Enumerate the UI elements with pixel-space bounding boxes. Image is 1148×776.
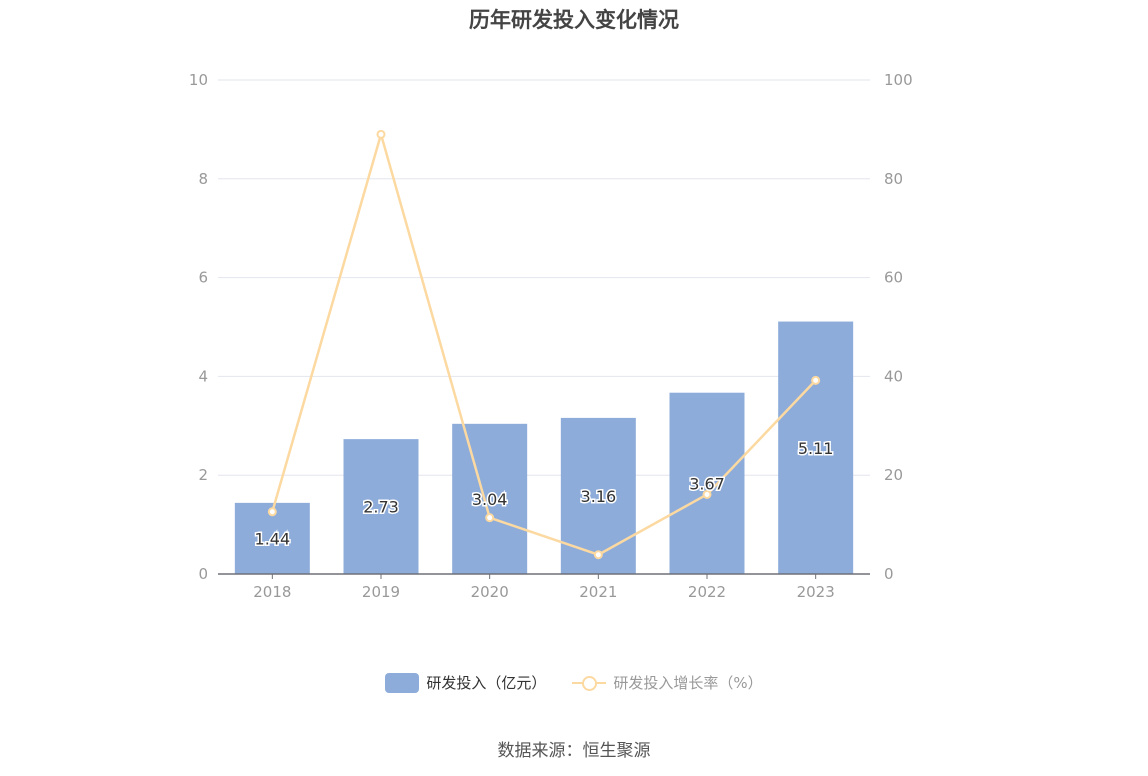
bar: [452, 423, 528, 574]
y-right-tick-label: 100: [884, 71, 913, 89]
growth-point: [811, 375, 821, 385]
x-tick-label: 2018: [253, 583, 291, 601]
bar: [343, 439, 419, 574]
bar-data-label: 5.11: [798, 439, 834, 458]
y-right-tick-label: 0: [884, 565, 894, 583]
chart-title: 历年研发投入变化情况: [469, 8, 679, 32]
legend-line-label: 研发投入增长率（%）: [613, 674, 763, 692]
bar-data-label: 3.67: [689, 474, 725, 493]
growth-line: [271, 133, 817, 556]
y-right-tick-label: 60: [884, 269, 903, 287]
bar-data-label: 3.16: [581, 487, 617, 506]
x-tick-label: 2022: [688, 583, 726, 601]
y-left-tick-label: 6: [198, 269, 208, 287]
growth-point: [702, 489, 712, 499]
bar: [778, 321, 854, 574]
bar-data-label: 2.73: [363, 498, 399, 517]
legend: 研发投入（亿元） 研发投入增长率（%）: [0, 672, 1148, 693]
x-tick-label: 2019: [362, 583, 400, 601]
x-tick-label: 2020: [471, 583, 509, 601]
growth-point: [267, 507, 277, 517]
legend-item-bar-series[interactable]: 研发投入（亿元）: [385, 672, 546, 693]
x-tick-label: 2021: [579, 583, 617, 601]
legend-bar-swatch: [385, 672, 420, 693]
legend-item-line-series[interactable]: 研发投入增长率（%）: [572, 672, 763, 693]
growth-point: [485, 513, 495, 523]
y-right-tick-label: 80: [884, 170, 903, 188]
x-tick-label: 2023: [797, 583, 835, 601]
legend-line-swatch: [572, 673, 607, 693]
y-left-tick-label: 8: [198, 170, 208, 188]
y-left-tick-label: 0: [198, 565, 208, 583]
y-left-tick-label: 4: [198, 367, 208, 385]
bar: [560, 417, 636, 574]
y-right-tick-label: 20: [884, 466, 903, 484]
bar-data-label: 1.44: [255, 529, 291, 548]
bar-data-label: 3.04: [472, 490, 508, 509]
growth-point: [376, 129, 386, 139]
y-right-tick-label: 40: [884, 367, 903, 385]
y-left-tick-label: 2: [198, 466, 208, 484]
y-left-tick-label: 10: [189, 71, 208, 89]
legend-bar-label: 研发投入（亿元）: [426, 674, 547, 692]
bar: [669, 392, 745, 574]
growth-point: [593, 550, 603, 560]
source-note: 数据来源：恒生聚源: [497, 741, 651, 761]
